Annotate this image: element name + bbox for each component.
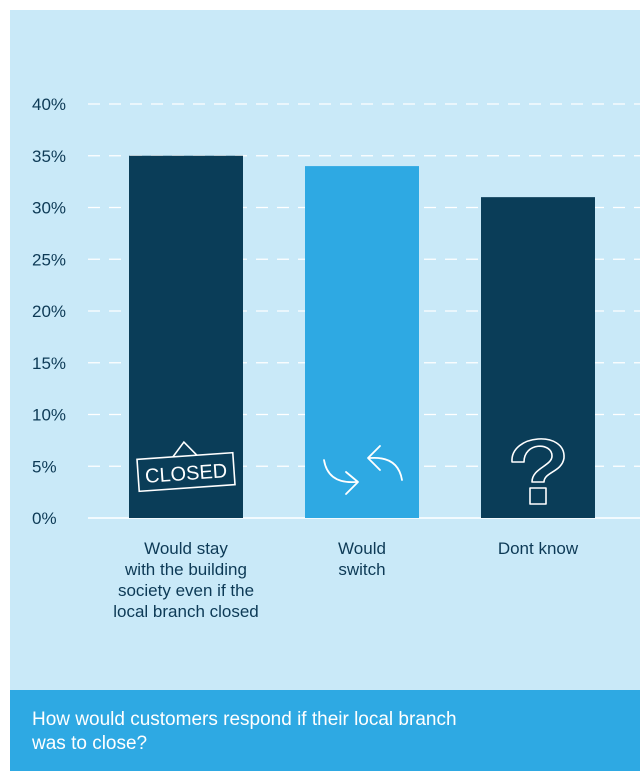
x-category-label: Would switch [262,538,462,580]
bar-chart: 0% 5% 10% 15% 20% 25% 30% 35% 40% CLOSED [32,95,640,528]
caption-text: How would customers respond if their loc… [32,709,457,754]
x-category-label-line: switch [338,560,386,579]
caption-bar: How would customers respond if their loc… [10,690,640,771]
question-mark-icon [511,438,565,505]
y-tick-label: 25% [32,250,66,269]
x-category-label-line: Would stay [144,539,228,558]
y-tick-label: 30% [32,199,66,218]
bar-2 [305,166,419,518]
y-tick-label: 20% [32,302,66,321]
x-category-label: Would stay with the building society even … [86,538,286,622]
bar-1 [129,155,243,518]
y-tick-label: 15% [32,354,66,373]
y-axis: 0% 5% 10% 15% 20% 25% 30% 35% 40% [32,95,66,528]
bar-icons: CLOSED [136,438,565,505]
x-category-label-line: Would [338,539,386,558]
x-category-label-line: society even if the [117,581,255,600]
x-category-label: Dont know [438,538,638,559]
y-tick-label: 35% [32,147,66,166]
y-tick-label: 5% [32,457,57,476]
bar-3 [481,197,595,518]
y-tick-label: 40% [32,95,66,114]
switch-arrows-icon [323,445,403,495]
x-category-label-line: Dont know [497,539,579,558]
y-tick-label: 0% [32,509,57,528]
y-tick-label: 10% [32,406,66,425]
x-category-label-line: with the building [125,560,247,579]
x-category-label-line: local branch closed [113,602,259,621]
chart-card: 0% 5% 10% 15% 20% 25% 30% 35% 40% CLOSED Would s… [10,10,640,690]
